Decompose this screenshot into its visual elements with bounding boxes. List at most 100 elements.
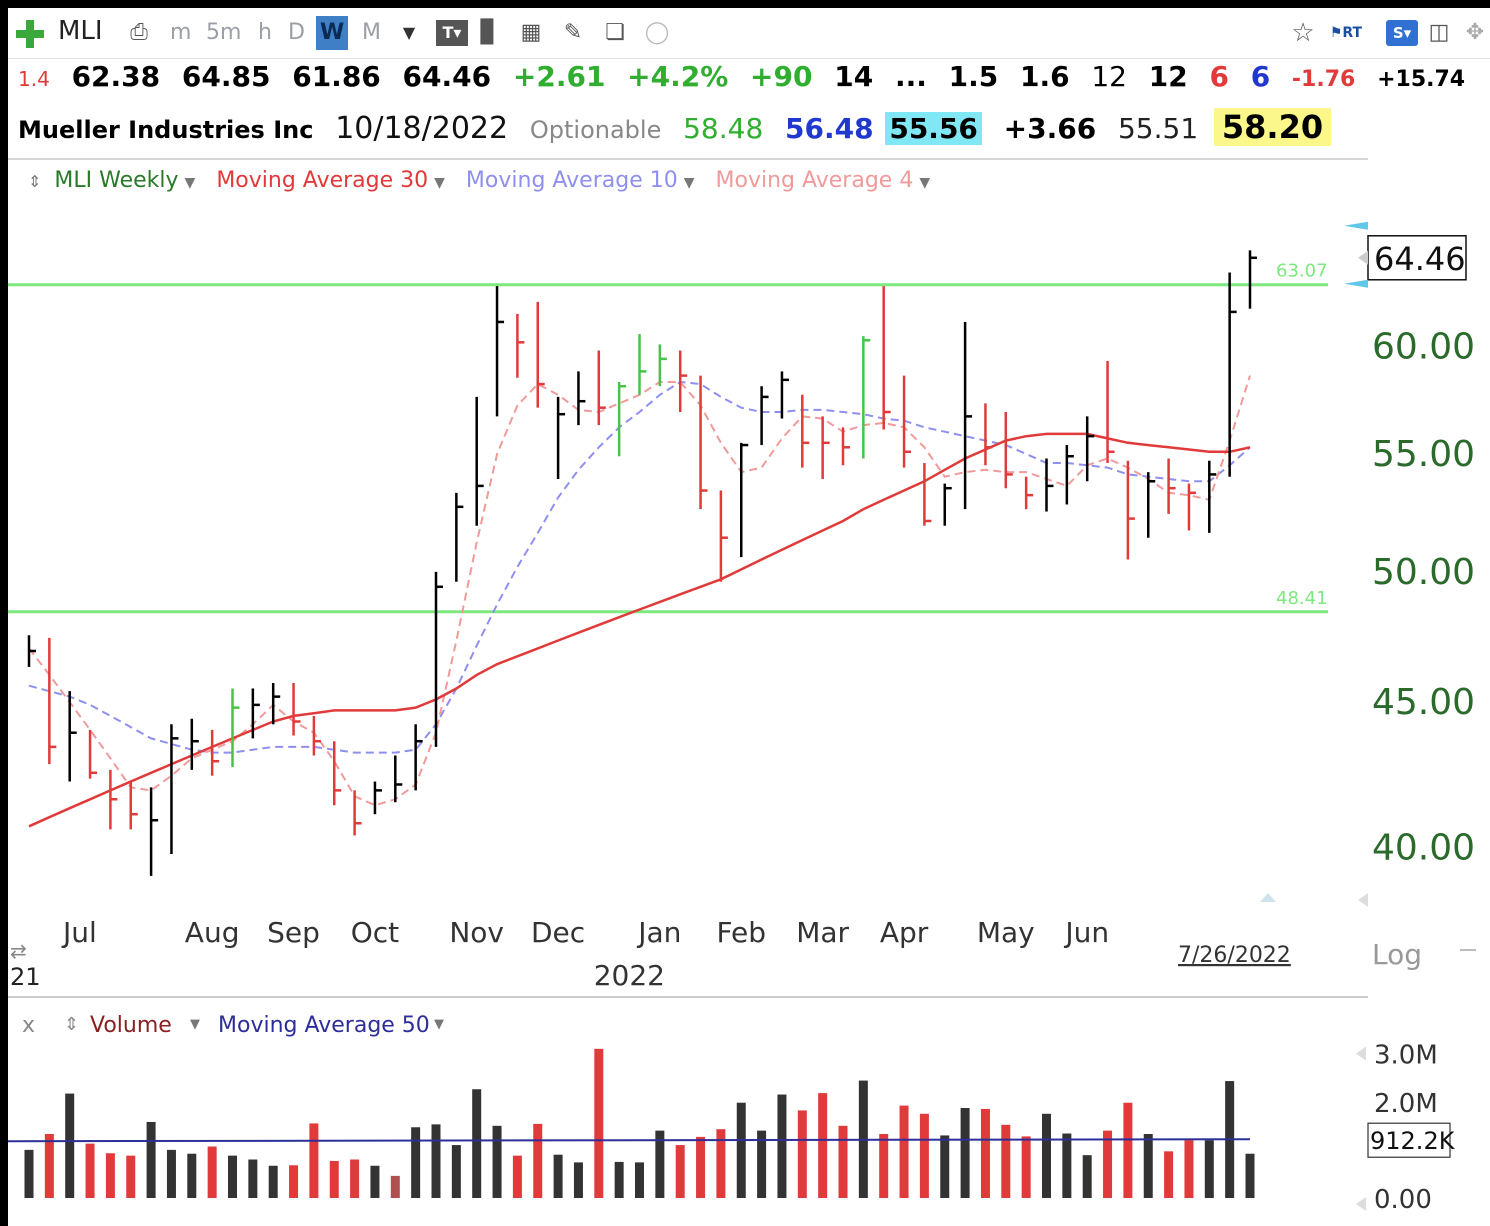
volume-bar[interactable] — [594, 1048, 604, 1198]
volume-bar[interactable] — [268, 1165, 278, 1198]
legend-ma30[interactable]: Moving Average 30 — [216, 168, 429, 193]
volume-bar[interactable] — [696, 1136, 706, 1198]
price-bar[interactable] — [1208, 460, 1217, 533]
price-bar[interactable] — [617, 381, 627, 457]
price-bar[interactable] — [740, 442, 749, 558]
price-bar[interactable] — [88, 729, 98, 779]
volume-bar[interactable] — [1143, 1133, 1153, 1198]
volume-bar[interactable] — [635, 1162, 644, 1198]
volume-bar[interactable] — [980, 1108, 990, 1198]
pencil-icon[interactable]: ✎ — [563, 20, 583, 45]
price-bar[interactable] — [27, 635, 36, 667]
volume-bar[interactable] — [1123, 1102, 1133, 1198]
volume-bar[interactable] — [472, 1089, 482, 1198]
volume-scroll-left-bottom-icon[interactable] — [1356, 1197, 1366, 1211]
volume-title-caret-icon[interactable]: ▼ — [190, 1017, 200, 1032]
star-icon[interactable]: ☆ — [1291, 18, 1315, 48]
price-bar[interactable] — [862, 336, 871, 459]
price-bar[interactable] — [312, 715, 321, 756]
bar-chart-icon[interactable]: ▊ — [480, 20, 498, 45]
volume-bar[interactable] — [818, 1093, 828, 1198]
price-bar[interactable] — [658, 344, 667, 387]
volume-bar[interactable] — [228, 1155, 237, 1198]
price-bar[interactable] — [394, 755, 403, 803]
price-bar[interactable] — [48, 637, 57, 765]
price-bar[interactable] — [475, 396, 484, 526]
volume-bar[interactable] — [187, 1153, 197, 1198]
volume-bar[interactable] — [451, 1145, 461, 1198]
volume-bar[interactable] — [716, 1129, 726, 1198]
volume-bar[interactable] — [24, 1149, 34, 1198]
volume-ma-label[interactable]: Moving Average 50 — [218, 1013, 430, 1038]
legend-ma10[interactable]: Moving Average 10 — [465, 168, 678, 193]
s-icon[interactable]: S▾ — [1386, 20, 1418, 46]
volume-bar[interactable] — [411, 1127, 421, 1198]
price-bar[interactable] — [699, 375, 708, 510]
layers-icon[interactable]: ❏ — [605, 20, 625, 45]
price-bar[interactable] — [780, 371, 789, 419]
print-icon[interactable]: ⎙ — [130, 20, 148, 45]
interval-w[interactable]: W — [316, 16, 349, 50]
price-bar[interactable] — [1065, 445, 1074, 505]
volume-bar[interactable] — [166, 1149, 176, 1198]
price-bar[interactable] — [373, 781, 382, 815]
price-bar[interactable] — [821, 416, 830, 479]
legend-ma4[interactable]: Moving Average 4 — [715, 168, 914, 193]
price-bar[interactable] — [333, 741, 342, 806]
legend-ma4-caret-icon[interactable]: ▼ — [919, 175, 931, 191]
volume-close-button[interactable]: x — [22, 1013, 35, 1038]
volume-bar[interactable] — [675, 1145, 685, 1198]
table-add-icon[interactable]: ▦ — [520, 20, 542, 45]
volume-bar[interactable] — [655, 1130, 665, 1198]
price-bar[interactable] — [678, 350, 688, 413]
price-bar[interactable] — [434, 571, 443, 747]
price-bar[interactable] — [760, 386, 769, 446]
volume-bar[interactable] — [919, 1113, 929, 1198]
price-bar[interactable] — [1147, 472, 1156, 538]
price-bar[interactable] — [1248, 250, 1257, 309]
volume-bar[interactable] — [533, 1123, 543, 1198]
volume-bar[interactable] — [614, 1161, 624, 1198]
volume-bar[interactable] — [553, 1154, 563, 1198]
volume-bar[interactable] — [329, 1160, 339, 1198]
volume-bar[interactable] — [390, 1175, 400, 1198]
price-bar[interactable] — [963, 321, 973, 510]
interval-d[interactable]: D — [288, 20, 305, 45]
volume-bar[interactable] — [1062, 1133, 1072, 1198]
price-bar[interactable] — [882, 286, 891, 430]
price-bar[interactable] — [210, 729, 220, 776]
scroll-arrows-icon[interactable]: ⇄ — [10, 939, 27, 963]
text-tool-icon[interactable]: T▾ — [436, 20, 468, 46]
price-bar[interactable] — [1045, 458, 1054, 512]
volume-bar[interactable] — [44, 1133, 54, 1198]
legend-ma30-caret-icon[interactable]: ▼ — [434, 175, 445, 191]
volume-bar[interactable] — [940, 1135, 950, 1198]
volume-bar[interactable] — [309, 1123, 319, 1198]
price-bar[interactable] — [841, 427, 850, 466]
volume-bar[interactable] — [1204, 1140, 1214, 1198]
interval-m-monthly[interactable]: M — [362, 20, 381, 45]
volume-bar[interactable] — [838, 1125, 848, 1198]
price-bar[interactable] — [1106, 360, 1115, 464]
price-bar[interactable] — [455, 492, 464, 582]
price-bar[interactable] — [1187, 483, 1196, 531]
price-bar[interactable] — [1024, 476, 1034, 510]
price-bar[interactable] — [1228, 272, 1237, 477]
price-bar[interactable] — [251, 688, 260, 739]
scroll-left-icon[interactable] — [1358, 893, 1368, 907]
price-bar[interactable] — [638, 334, 647, 395]
volume-bar[interactable] — [797, 1110, 807, 1198]
volume-reorder-icon[interactable]: ⇕ — [64, 1014, 79, 1035]
price-chart[interactable]: 63.07 48.41 60.00 55.00 50.00 45.00 40.00 64.4… — [0, 0, 1490, 1000]
volume-bar[interactable] — [146, 1121, 156, 1198]
symbol-field[interactable]: MLI — [58, 16, 103, 46]
volume-bar[interactable] — [777, 1094, 787, 1198]
price-bar[interactable] — [271, 683, 281, 725]
volume-scroll-left-icon[interactable] — [1356, 1046, 1366, 1061]
volume-bar[interactable] — [350, 1159, 360, 1199]
reorder-icon[interactable]: ⇕ — [28, 172, 42, 191]
volume-bar[interactable] — [512, 1155, 522, 1198]
add-symbol-icon[interactable] — [16, 20, 44, 48]
price-bar[interactable] — [231, 688, 240, 767]
volume-bar[interactable] — [105, 1153, 115, 1198]
